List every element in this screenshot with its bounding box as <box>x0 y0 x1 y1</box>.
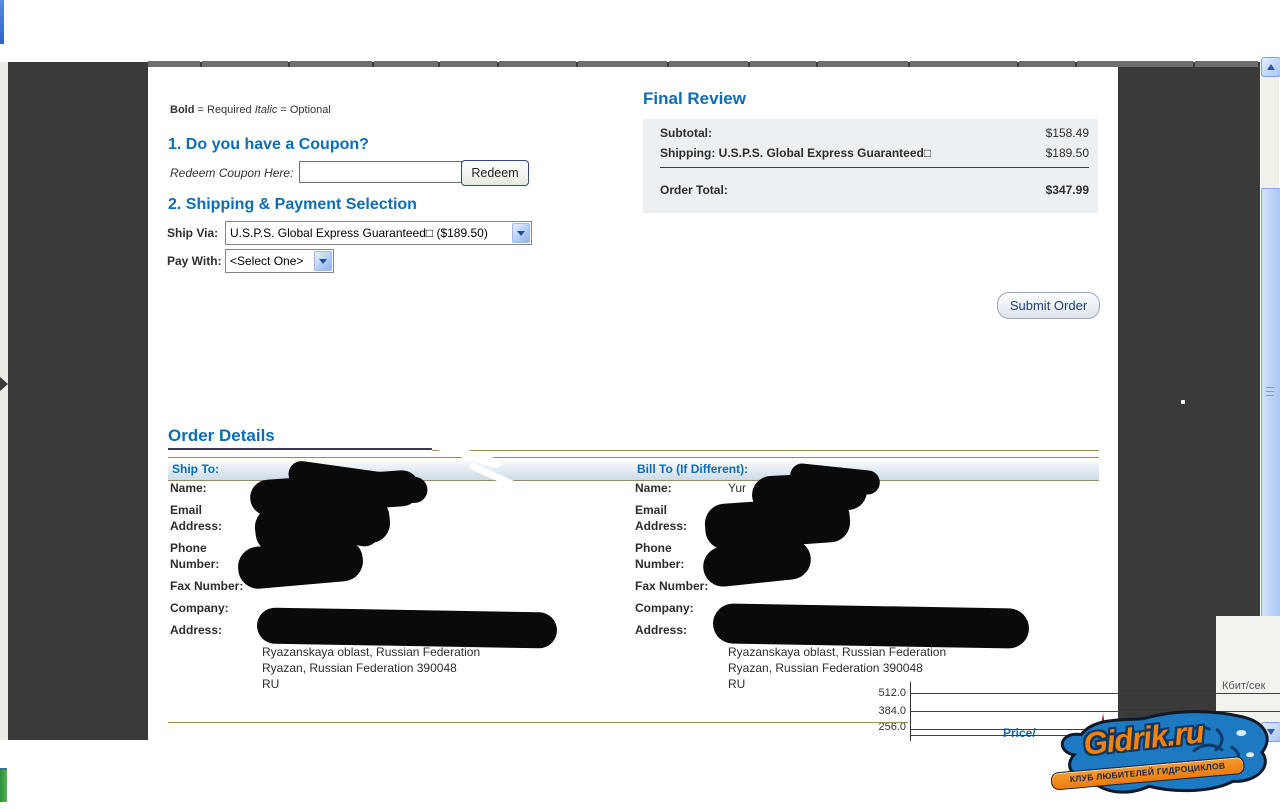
order-details-underline <box>168 448 432 450</box>
redeem-button[interactable]: Redeem <box>461 160 529 186</box>
address-line: Ryazanskaya oblast, Russian Federation <box>262 645 481 659</box>
required-optional-legend: Bold = Required Italic = Optional <box>170 104 331 116</box>
pay-with-selected-value: <Select One> <box>230 254 304 268</box>
tab-segment <box>750 61 816 67</box>
ship-via-selected-value: U.S.P.S. Global Express Guaranteed□ ($18… <box>230 226 488 240</box>
order-details-underline-tan <box>432 450 1099 451</box>
redaction-blob <box>712 603 1030 649</box>
redeem-coupon-label: Redeem Coupon Here: <box>170 166 294 180</box>
gidrik-watermark-logo: Gidrik.ru КЛУБ ЛЮБИТЕЛЕЙ ГИДРОЦИКЛОВ <box>1034 702 1277 804</box>
meter-gridline <box>911 711 1280 712</box>
scrollbar-grip-icon <box>1266 387 1274 399</box>
background-window-sliver <box>0 0 4 44</box>
phone-label-1: Phone <box>635 541 672 555</box>
subtotal-label: Subtotal: <box>660 126 712 140</box>
tab-strip <box>148 61 1258 67</box>
name-label: Name: <box>635 481 672 495</box>
taskbar-start-sliver <box>0 768 7 802</box>
meter-gridline <box>911 693 1280 694</box>
final-review-box: Subtotal: $158.49 Shipping: U.S.P.S. Glo… <box>643 119 1098 213</box>
fax-label: Fax Number: <box>635 579 709 593</box>
legend-required-text: = Required <box>197 104 252 116</box>
coupon-input[interactable] <box>299 161 462 183</box>
arrow-down-icon <box>1267 729 1275 735</box>
address-label: Address: <box>635 623 688 637</box>
tab-segment <box>578 61 667 67</box>
address-line: Ryazan, Russian Federation 390048 <box>728 661 923 675</box>
email-label-2: Address: <box>635 519 688 533</box>
phone-label-2: Number: <box>635 557 685 571</box>
address-line: RU <box>262 677 280 691</box>
address-line: Ryazanskaya oblast, Russian Federation <box>728 645 947 659</box>
address-label: Address: <box>170 623 223 637</box>
order-total-row: Order Total: $347.99 <box>660 183 1089 197</box>
chevron-down-icon[interactable] <box>314 251 332 271</box>
subtotal-row: Subtotal: $158.49 <box>660 126 1089 140</box>
tab-segment <box>148 61 200 67</box>
company-label: Company: <box>170 601 229 615</box>
shipping-cost-label: Shipping: U.S.P.S. Global Express Guaran… <box>660 146 932 160</box>
phone-label-2: Number: <box>170 557 220 571</box>
shipping-row: Shipping: U.S.P.S. Global Express Guaran… <box>660 146 1089 160</box>
white-dot-artifact <box>1181 400 1185 404</box>
ship-via-select[interactable]: U.S.P.S. Global Express Guaranteed□ ($18… <box>225 221 532 245</box>
bill-to-name-partial: Yur <box>728 481 747 495</box>
email-label-1: Email <box>635 503 668 517</box>
bill-to-header: Bill To (If Different): <box>637 462 749 476</box>
email-label-1: Email <box>170 503 203 517</box>
bill-to-column: Name: Yur Email Address: Phone Number: F… <box>633 478 1098 723</box>
ship-to-header: Ship To: <box>172 462 220 476</box>
review-divider <box>660 167 1089 168</box>
ship-via-label: Ship Via: <box>167 226 219 240</box>
meter-tick-512: 512.0 <box>878 687 906 699</box>
tab-segment <box>669 61 748 67</box>
legend-bold-word: Bold <box>170 104 195 116</box>
phone-label-1: Phone <box>170 541 207 555</box>
tab-segment <box>1077 61 1193 67</box>
address-line: RU <box>728 677 746 691</box>
legend-italic-word: Italic <box>254 104 278 116</box>
tab-segment <box>374 61 438 67</box>
tab-segment <box>818 61 908 67</box>
order-total-value: $347.99 <box>1045 183 1089 197</box>
tab-segment <box>910 61 1017 67</box>
ship-to-column: Name: Email Address: Phone Number: Fax N… <box>168 478 633 723</box>
shipping-cost-value: $189.50 <box>1045 146 1089 160</box>
redaction-blob <box>256 607 558 649</box>
final-review-heading: Final Review <box>643 89 746 108</box>
order-total-label: Order Total: <box>660 183 728 197</box>
legend-optional-text: = Optional <box>280 104 331 116</box>
address-line: Ryazan, Russian Federation 390048 <box>262 661 457 675</box>
panel-expander-arrow-icon[interactable] <box>0 377 8 391</box>
tab-segment <box>290 61 372 67</box>
collapsed-side-panel <box>0 62 8 740</box>
company-label: Company: <box>635 601 694 615</box>
scrollbar-up-button[interactable] <box>1261 57 1280 77</box>
tab-segment <box>1195 61 1258 67</box>
submit-order-button[interactable]: Submit Order <box>997 292 1100 319</box>
scrollbar-thumb[interactable] <box>1261 188 1280 650</box>
tab-segment <box>440 61 497 67</box>
meter-y-axis <box>910 682 911 741</box>
fax-label: Fax Number: <box>170 579 244 593</box>
chevron-down-icon[interactable] <box>512 223 530 243</box>
tab-segment <box>1019 61 1075 67</box>
meter-tick-384: 384.0 <box>878 705 906 717</box>
shipping-payment-heading: 2. Shipping & Payment Selection <box>168 196 417 213</box>
tab-segment <box>499 61 576 67</box>
subtotal-value: $158.49 <box>1045 126 1089 140</box>
section-separator-line <box>168 722 908 723</box>
meter-unit-label: Кбит/сек <box>1222 680 1266 692</box>
pay-with-label: Pay With: <box>167 254 222 268</box>
tab-segment <box>202 61 288 67</box>
order-details-heading: Order Details <box>168 426 275 445</box>
meter-tick-256: 256.0 <box>878 721 906 733</box>
arrow-up-icon <box>1267 64 1275 70</box>
name-label: Name: <box>170 481 207 495</box>
email-label-2: Address: <box>170 519 223 533</box>
coupon-section-heading: 1. Do you have a Coupon? <box>168 136 369 153</box>
pay-with-select[interactable]: <Select One> <box>225 249 334 273</box>
